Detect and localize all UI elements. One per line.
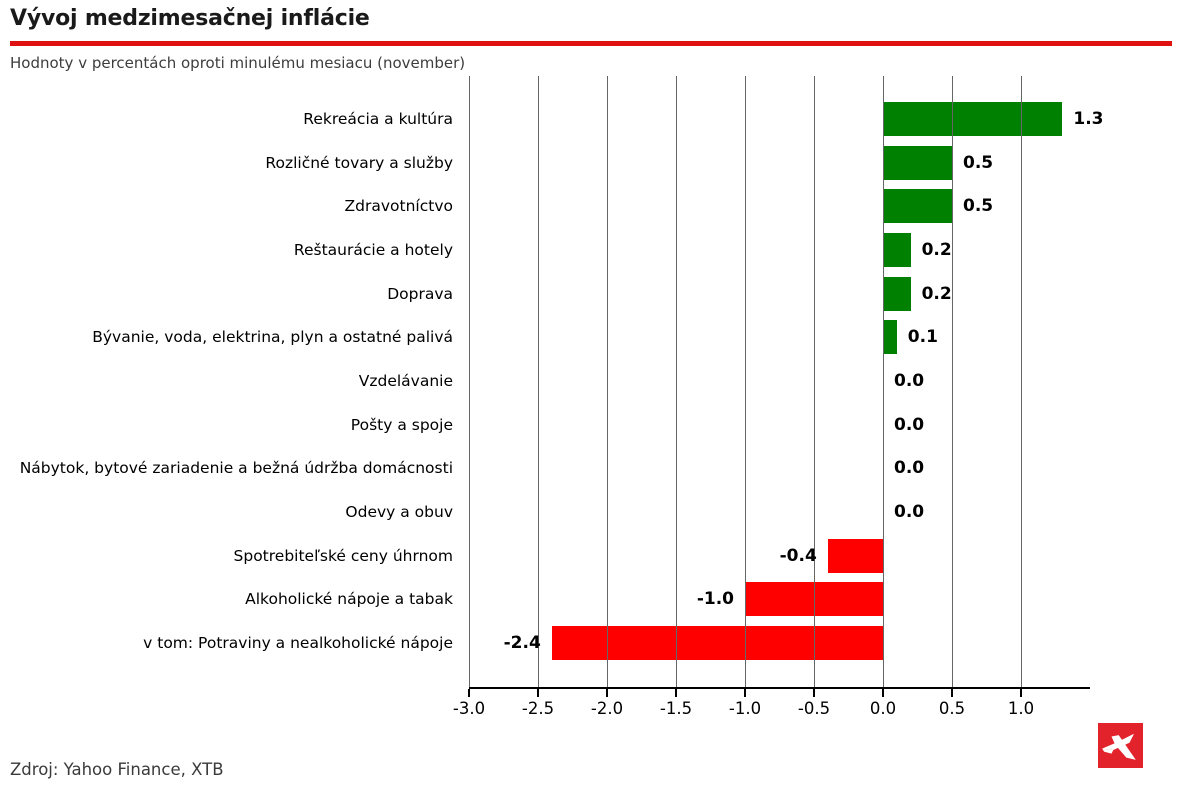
category-label: Pošty a spoje <box>350 415 453 434</box>
value-label: 0.2 <box>921 240 952 260</box>
gridline <box>538 76 539 687</box>
x-axis-tick-label: -2.0 <box>590 699 624 718</box>
category-label: Vzdelávanie <box>358 372 453 391</box>
category-label: Doprava <box>387 284 453 303</box>
x-axis-tick <box>882 689 884 697</box>
x-axis-tick-label: -1.0 <box>728 699 762 718</box>
bar <box>883 233 911 267</box>
gridline <box>745 76 746 687</box>
category-label: Alkoholické nápoje a tabak <box>245 590 453 609</box>
x-axis-tick <box>951 689 953 697</box>
x-axis-tick-label: -3.0 <box>452 699 486 718</box>
category-label: Odevy a obuv <box>345 503 453 522</box>
value-label: 0.0 <box>894 458 925 479</box>
value-label: 0.0 <box>894 371 925 392</box>
gridline <box>1021 76 1022 687</box>
bar <box>883 189 952 224</box>
xtb-logo <box>1098 723 1143 768</box>
x-axis-tick-label: -2.5 <box>521 699 555 718</box>
value-label: 0.5 <box>963 196 994 217</box>
gridline <box>952 76 953 687</box>
bar <box>551 626 883 661</box>
bar <box>827 538 883 573</box>
category-label: Bývanie, voda, elektrina, plyn a ostatné… <box>92 328 453 347</box>
chart-subtitle: Hodnoty v percentách oproti minulému mes… <box>10 54 466 72</box>
gridline <box>883 76 884 687</box>
bar <box>883 145 952 180</box>
x-axis-tick <box>813 689 815 697</box>
x-axis-tick <box>1020 689 1022 697</box>
x-axis-tick-label: 0.5 <box>938 699 966 718</box>
title-divider-rule <box>10 41 1172 46</box>
value-label: 0.5 <box>963 152 994 173</box>
gridline <box>607 76 608 687</box>
x-axis-tick <box>744 689 746 697</box>
category-label: Spotrebiteľské ceny úhrnom <box>233 546 453 565</box>
gridline <box>814 76 815 687</box>
gridline <box>469 76 470 687</box>
x-axis-tick-label: -1.5 <box>659 699 693 718</box>
bar <box>883 276 911 311</box>
category-label: Nábytok, bytové zariadenie a bežná údržb… <box>19 459 453 478</box>
category-label: Zdravotníctvo <box>344 197 453 216</box>
category-label: Rekreácia a kultúra <box>303 110 453 128</box>
source-caption: Zdroj: Yahoo Finance, XTB <box>10 760 224 779</box>
value-label: 1.3 <box>1073 109 1104 129</box>
value-label: -0.4 <box>779 545 817 566</box>
value-label: 0.0 <box>894 414 925 435</box>
x-axis-tick-label: 0.0 <box>869 699 897 718</box>
value-label: 0.2 <box>921 283 952 304</box>
value-label: 0.0 <box>894 502 925 523</box>
category-label: Reštaurácie a hotely <box>293 241 453 259</box>
page-title: Vývoj medzimesačnej inflácie <box>10 6 370 31</box>
gridline <box>676 76 677 687</box>
x-axis-tick <box>606 689 608 697</box>
x-axis-tick <box>675 689 677 697</box>
bar <box>883 102 1063 136</box>
value-label: 0.1 <box>907 327 938 348</box>
x-axis-tick <box>468 689 470 697</box>
bar <box>883 320 897 355</box>
x-axis-line <box>469 687 1090 689</box>
category-label: Rozličné tovary a služby <box>265 153 453 172</box>
x-axis-tick-label: 1.0 <box>1007 699 1035 718</box>
value-label: -2.4 <box>503 633 541 654</box>
x-axis-tick <box>537 689 539 697</box>
x-axis-tick-label: -0.5 <box>797 699 831 718</box>
value-label: -1.0 <box>696 589 734 610</box>
category-label: v tom: Potraviny a nealkoholické nápoje <box>143 634 453 653</box>
xtb-x-icon <box>1102 733 1136 760</box>
